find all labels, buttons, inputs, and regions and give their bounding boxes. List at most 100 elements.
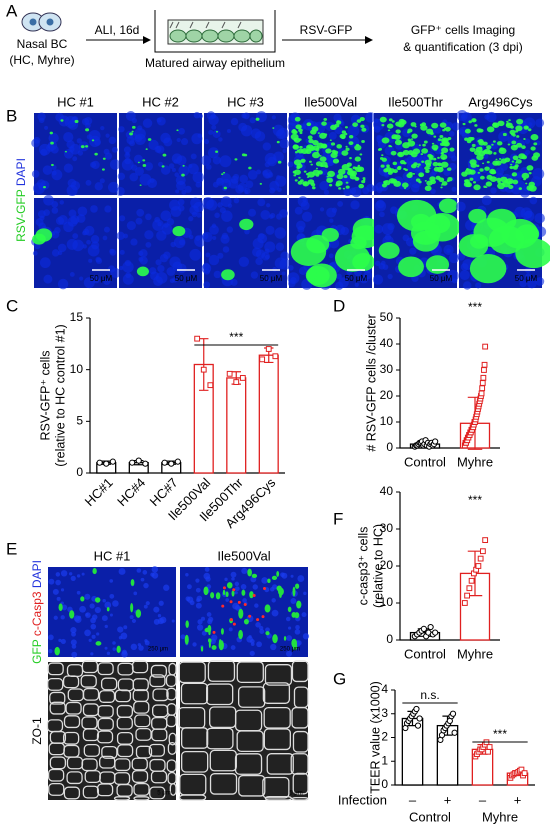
- nucleus: [196, 624, 204, 631]
- gfp-cell: [136, 266, 149, 277]
- nucleus: [265, 225, 275, 235]
- nucleus: [184, 185, 192, 194]
- gfp-cell: [497, 120, 505, 127]
- gfp-cell: [510, 163, 513, 166]
- gfp-cell: [184, 634, 189, 645]
- nucleus: [266, 203, 271, 208]
- gfp-cell: [469, 169, 476, 175]
- nucleus: [169, 278, 175, 284]
- nucleus: [272, 124, 285, 137]
- gfp-cell: [131, 125, 136, 129]
- cell-junction: [292, 730, 309, 753]
- gfp-cell: [356, 119, 362, 123]
- gfp-cell: [398, 141, 402, 144]
- cell-junction: [152, 688, 169, 702]
- gfp-cell: [441, 181, 448, 186]
- casp3-cell: [237, 600, 241, 604]
- gfp-cell: [330, 124, 337, 131]
- nucleus: [76, 214, 86, 223]
- gfp-cell: [231, 590, 235, 597]
- gfp-cell: [441, 147, 449, 154]
- gfp-cell: [486, 126, 495, 133]
- cell-icon: [21, 12, 62, 32]
- nucleus: [217, 252, 224, 259]
- data-point: [413, 705, 420, 713]
- cell-junction: [262, 682, 291, 704]
- gfp-cell: [85, 145, 89, 148]
- scale-bar-label: 250 μm: [280, 647, 300, 653]
- gfp-cell: [308, 138, 314, 144]
- nucleus: [159, 253, 169, 263]
- nucleus: [122, 261, 134, 273]
- cell-junction: [263, 706, 291, 729]
- gfp-cell: [469, 177, 474, 181]
- nucleus: [279, 209, 288, 218]
- micrograph: [287, 196, 381, 290]
- gfp-cell: [512, 165, 518, 170]
- significance-label: ***: [468, 300, 482, 314]
- nucleus: [197, 619, 203, 625]
- x-tick-label: Myhre: [457, 646, 493, 661]
- nucleus: [103, 226, 110, 233]
- nucleus: [145, 241, 152, 248]
- nucleus: [85, 612, 91, 618]
- gfp-cell: [335, 182, 341, 187]
- data-point: [461, 600, 468, 606]
- gfp-cell: [94, 152, 98, 156]
- nucleus: [51, 249, 60, 257]
- gfp-cell: [321, 121, 327, 126]
- gfp-cell: [408, 171, 413, 176]
- data-point: [168, 460, 175, 467]
- cell-junction: [133, 700, 150, 714]
- data-point: [420, 625, 427, 633]
- nucleus: [88, 258, 93, 263]
- gfp-cell: [271, 575, 278, 581]
- gfp-cell: [60, 119, 64, 122]
- gfp-cell: [43, 185, 46, 189]
- gfp-cell: [222, 171, 226, 174]
- nucleus: [387, 273, 393, 280]
- nucleus: [290, 574, 294, 578]
- cell-junction: [96, 730, 114, 744]
- nucleus: [176, 180, 186, 191]
- gfp-cell: [243, 618, 249, 625]
- casp3-cell: [256, 618, 260, 622]
- nucleus: [175, 189, 180, 194]
- nucleus: [160, 165, 171, 175]
- gfp-cell: [471, 118, 477, 123]
- significance-label: ***: [468, 493, 482, 507]
- gfp-cell: [482, 141, 488, 146]
- data-point: [486, 744, 493, 750]
- nucleus: [77, 615, 82, 619]
- nucleus: [117, 172, 126, 181]
- gfp-cell: [511, 160, 515, 163]
- source-text: (HC, Myhre): [9, 53, 74, 67]
- nucleus: [173, 159, 178, 164]
- scale-bar-label: 50 μM: [90, 274, 113, 283]
- gfp-cell: [329, 139, 332, 142]
- nucleus: [157, 264, 165, 273]
- step-label: ALI, 16d: [95, 23, 140, 37]
- nucleus: [117, 626, 124, 633]
- gfp-cell: [437, 156, 440, 159]
- cell-junction: [291, 796, 309, 801]
- cell-junction: [133, 782, 150, 796]
- gfp-cell: [400, 119, 407, 125]
- gfp-cell: [469, 253, 507, 284]
- y-axis-label: (relative to HC): [371, 524, 385, 608]
- nucleus: [90, 652, 94, 656]
- gfp-cell: [330, 142, 336, 146]
- nucleus: [104, 601, 112, 609]
- column-label: Arg496Cys: [468, 94, 533, 109]
- data-point: [479, 385, 486, 392]
- nucleus: [144, 639, 148, 643]
- nucleus: [94, 182, 103, 191]
- micrograph-bg: [48, 662, 176, 800]
- gfp-cell: [325, 148, 332, 154]
- row-label-part: RSV-GFP: [14, 189, 28, 242]
- x-tick-label: Control: [404, 646, 446, 661]
- nucleus: [136, 208, 145, 217]
- gfp-cell: [348, 134, 354, 139]
- cell-junction: [236, 661, 264, 684]
- cell-junction: [65, 701, 82, 715]
